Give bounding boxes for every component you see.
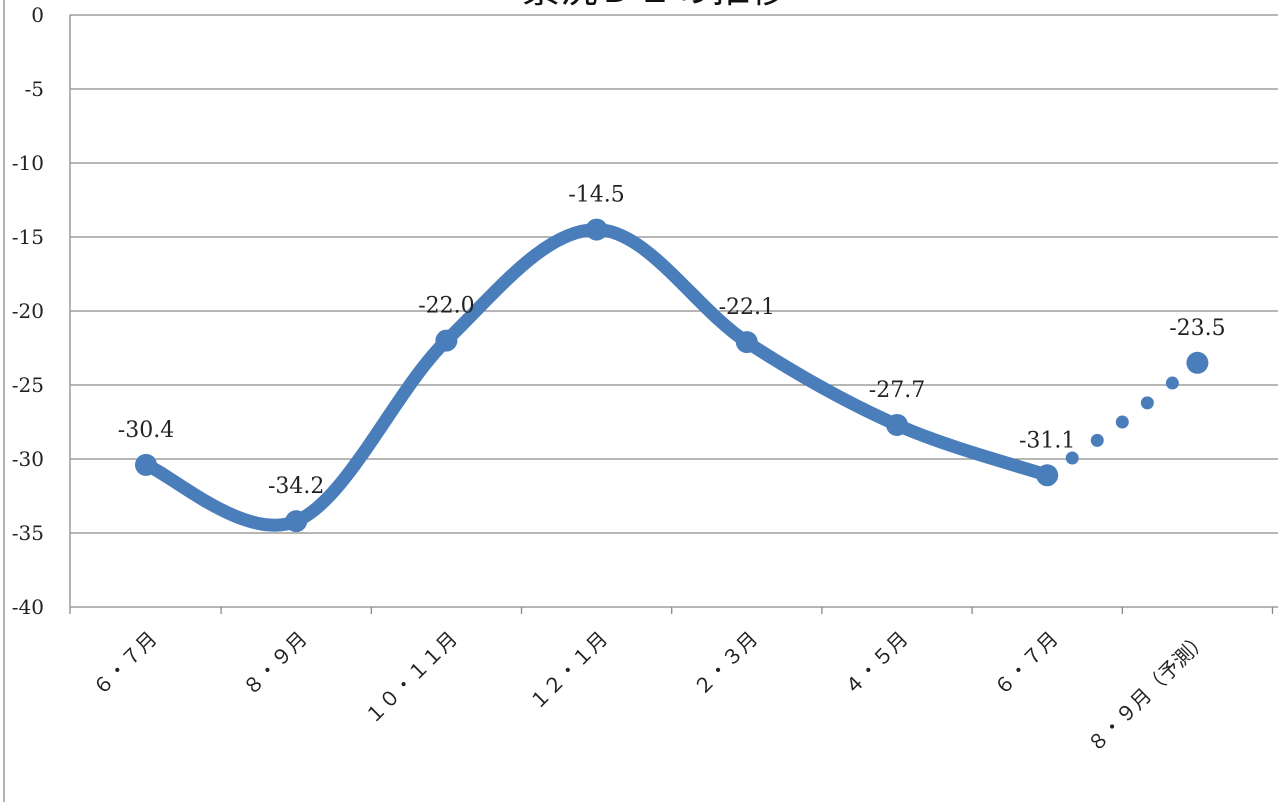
data-label: -14.5: [568, 183, 624, 208]
x-tick-label: ４・５月: [839, 627, 913, 701]
y-tick-label: -20: [12, 299, 44, 323]
x-tick-label: １２・１月: [524, 627, 612, 715]
data-point: [285, 510, 308, 533]
y-tick-label: -5: [25, 77, 44, 101]
forecast-dot: [1165, 376, 1179, 390]
y-axis-tick-labels: 0 -5 -10 -15 -20 -25 -30 -35 -40: [12, 3, 44, 619]
x-tick-label: ８・９月（予測）: [1083, 627, 1213, 757]
chart-title: 景況ＤＩの推移: [522, 0, 788, 11]
data-point: [135, 453, 157, 476]
x-tick-label: ６・７月: [88, 627, 162, 701]
data-label: -27.7: [869, 378, 925, 403]
data-point: [435, 329, 458, 352]
y-tick-label: 0: [31, 3, 44, 27]
data-point: [735, 331, 758, 354]
data-labels: -30.4 -34.2 -22.0 -14.5 -22.1 -27.7 -31.1 -23.5: [118, 183, 1226, 500]
data-label: -30.4: [118, 418, 174, 443]
y-tick-label: -40: [12, 595, 44, 619]
x-tick-label: ６・７月: [989, 627, 1063, 701]
data-point: [1186, 351, 1209, 374]
data-label: -23.5: [1169, 316, 1225, 341]
data-label: -22.0: [418, 294, 474, 319]
y-tick-label: -35: [12, 521, 44, 545]
axes: [3, 0, 1274, 802]
grid-lines: [70, 14, 1278, 608]
forecast-dot: [1065, 451, 1079, 465]
data-point: [886, 413, 908, 436]
y-tick-label: -30: [12, 447, 44, 471]
x-tick-label: ２・３月: [689, 627, 763, 701]
y-tick-label: -10: [12, 151, 44, 175]
data-series: [135, 218, 1209, 533]
chart-title-group: 景況ＤＩの推移: [522, 0, 788, 11]
forecast-dot: [1090, 433, 1104, 447]
x-tick-label: ８・９月: [238, 627, 312, 701]
forecast-dot: [1140, 396, 1154, 410]
data-point: [1036, 464, 1059, 487]
y-tick-label: -15: [12, 225, 44, 249]
x-axis-tick-labels: ６・７月 ８・９月 １０・１１月 １２・１月 ２・３月 ４・５月 ６・７月 ８・９月（予測）: [88, 627, 1213, 757]
x-tick-label: １０・１１月: [360, 627, 462, 729]
y-tick-label: -25: [12, 373, 44, 397]
data-point: [585, 218, 608, 241]
data-label: -34.2: [268, 474, 324, 499]
data-label: -31.1: [1019, 428, 1075, 453]
forecast-dot: [1115, 415, 1129, 429]
data-label: -22.1: [719, 295, 775, 320]
